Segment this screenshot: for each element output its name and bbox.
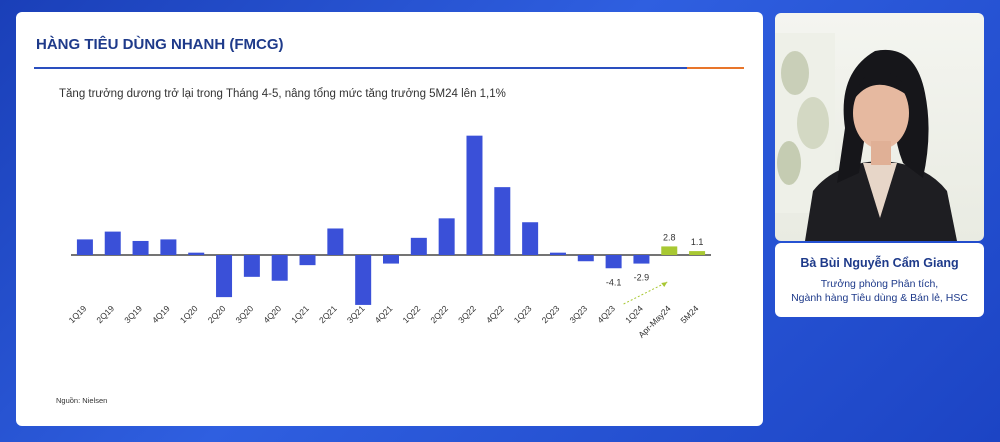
tick-label-2Q21: 2Q21 <box>317 303 339 325</box>
tick-label-3Q23: 3Q23 <box>567 303 589 325</box>
bar-Apr-May24 <box>661 246 678 255</box>
speaker-role: Trưởng phòng Phân tích, Ngành hàng Tiêu … <box>775 277 984 305</box>
bar-4Q22 <box>494 187 511 255</box>
tick-label-5M24: 5M24 <box>678 303 700 325</box>
bar-2Q19 <box>104 231 121 255</box>
slide-title: HÀNG TIÊU DÙNG NHANH (FMCG) <box>36 36 284 53</box>
tick-label-2Q19: 2Q19 <box>94 303 116 325</box>
bar-3Q22 <box>466 135 483 255</box>
speaker-name-card: Bà Bùi Nguyễn Cẩm Giang Trưởng phòng Phâ… <box>775 243 984 317</box>
data-label-5M24: 1.1 <box>691 237 704 247</box>
bar-1Q22 <box>410 237 427 255</box>
bar-3Q19 <box>132 240 149 255</box>
data-label-4Q23: -4.1 <box>606 277 622 287</box>
tick-label-1Q24: 1Q24 <box>623 303 645 325</box>
bar-4Q20 <box>271 255 288 281</box>
tick-label-1Q21: 1Q21 <box>289 303 311 325</box>
trend-arrow-head <box>661 282 668 287</box>
tick-label-3Q22: 3Q22 <box>456 303 478 325</box>
tick-label-4Q20: 4Q20 <box>261 303 283 325</box>
bar-4Q19 <box>160 239 177 255</box>
fmcg-growth-chart: 1Q19 2Q19 3Q19 4Q19 1Q20 2Q20 3Q20 4Q20 1Q21 2Q21… <box>67 135 711 340</box>
tick-label-3Q19: 3Q19 <box>122 303 144 325</box>
speaker-video <box>775 13 984 241</box>
speaker-name: Bà Bùi Nguyễn Cẩm Giang <box>800 256 959 270</box>
data-label-1Q24: -2.9 <box>634 273 650 283</box>
chart-subtitle: Tăng trưởng dương trở lại trong Tháng 4-… <box>59 88 506 100</box>
bar-1Q19 <box>76 239 93 255</box>
speaker-role-line-2: Ngành hàng Tiêu dùng & Bán lẻ, HSC <box>791 292 968 304</box>
source-note: Nguồn: Nielsen <box>56 396 108 405</box>
tick-label-3Q21: 3Q21 <box>345 303 367 325</box>
bar-3Q23 <box>577 255 594 262</box>
tick-label-4Q21: 4Q21 <box>373 303 395 325</box>
bar-2Q20 <box>216 255 233 298</box>
tick-label-1Q23: 1Q23 <box>512 303 534 325</box>
bar-2Q21 <box>327 228 344 255</box>
bar-4Q23 <box>605 255 622 269</box>
bar-5M24 <box>689 251 706 255</box>
tick-label-1Q22: 1Q22 <box>400 303 422 325</box>
bar-1Q20 <box>188 252 205 255</box>
bar-1Q21 <box>299 255 316 266</box>
bar-4Q21 <box>383 255 399 264</box>
tick-label-2Q20: 2Q20 <box>206 303 228 325</box>
tick-label-2Q22: 2Q22 <box>428 303 450 325</box>
slide: HÀNG TIÊU DÙNG NHANH (FMCG) Tăng trưởng … <box>16 12 763 426</box>
plant-decoration <box>775 33 835 213</box>
tick-label-1Q19: 1Q19 <box>67 303 89 325</box>
trend-arrow <box>623 281 668 305</box>
bar-3Q21 <box>355 255 372 305</box>
bar-2Q22 <box>438 218 455 255</box>
bar-1Q23 <box>522 222 539 255</box>
tick-label-2Q23: 2Q23 <box>540 303 562 325</box>
tick-label-4Q22: 4Q22 <box>484 303 506 325</box>
tick-label-4Q23: 4Q23 <box>595 303 617 325</box>
speaker-role-line-1: Trưởng phòng Phân tích, <box>820 278 939 290</box>
bar-2Q23 <box>549 252 566 255</box>
bar-3Q20 <box>243 255 260 277</box>
title-rule <box>34 67 744 69</box>
data-label-Apr-May24: 2.8 <box>663 232 676 242</box>
tick-label-3Q20: 3Q20 <box>234 303 256 325</box>
tick-label-1Q20: 1Q20 <box>178 303 200 325</box>
bar-1Q24 <box>633 255 650 264</box>
speaker-figure <box>805 49 957 241</box>
tick-label-4Q19: 4Q19 <box>150 303 172 325</box>
